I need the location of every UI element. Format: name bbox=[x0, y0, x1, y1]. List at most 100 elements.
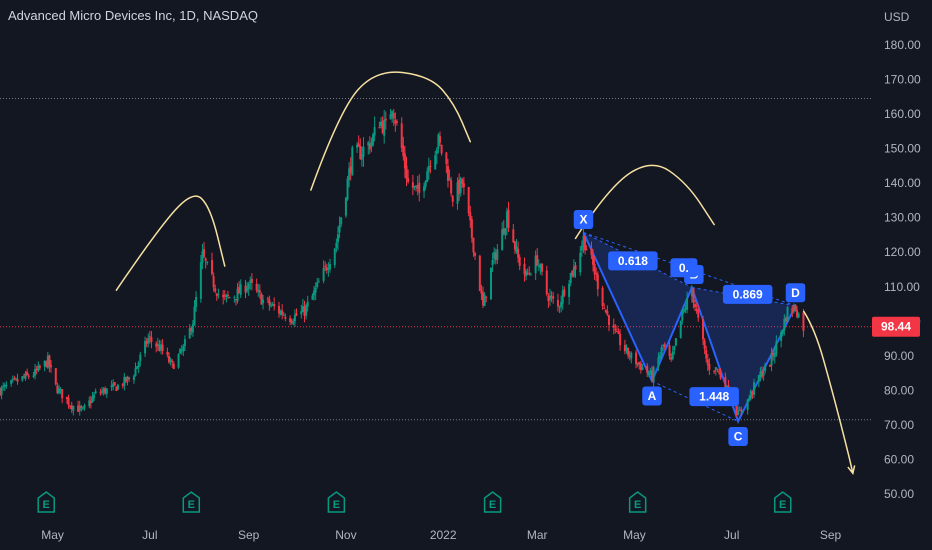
candle-body bbox=[362, 146, 365, 157]
candle-body bbox=[284, 316, 287, 319]
candle-body bbox=[124, 377, 127, 382]
earnings-marker[interactable] bbox=[628, 491, 647, 513]
candle-body bbox=[128, 377, 131, 379]
y-tick-label: 140.00 bbox=[884, 176, 921, 190]
candle-body bbox=[448, 178, 451, 181]
drawing-arc bbox=[574, 164, 715, 240]
candle-body bbox=[607, 315, 610, 325]
candle-body bbox=[271, 304, 274, 306]
candle-body bbox=[59, 389, 62, 391]
candle-body bbox=[513, 241, 516, 250]
earnings-marker[interactable] bbox=[182, 491, 201, 513]
candle-body bbox=[380, 121, 383, 126]
candle-body bbox=[617, 331, 620, 334]
candle-body bbox=[199, 262, 202, 299]
candle-body bbox=[494, 252, 497, 261]
candle-body bbox=[695, 308, 698, 311]
candle-body bbox=[534, 255, 537, 274]
chart-title: Advanced Micro Devices Inc, 1D, NASDAQ bbox=[8, 8, 258, 23]
candle-body bbox=[595, 272, 598, 275]
y-tick-label: 180.00 bbox=[884, 38, 921, 52]
candle-body bbox=[682, 308, 685, 312]
candle-body bbox=[518, 257, 521, 267]
candle-body bbox=[792, 305, 795, 312]
candle-body bbox=[148, 336, 151, 338]
candle-body bbox=[702, 319, 705, 340]
candle-body bbox=[193, 306, 196, 326]
candle-body bbox=[706, 359, 709, 366]
candle-body bbox=[647, 373, 650, 375]
candle-body bbox=[651, 370, 654, 381]
candle-body bbox=[327, 268, 330, 270]
candle-body bbox=[311, 295, 314, 300]
candle-body bbox=[348, 168, 351, 180]
candle-body bbox=[295, 313, 298, 316]
candle-body bbox=[569, 273, 572, 284]
candle-body bbox=[239, 284, 242, 295]
candle-body bbox=[21, 376, 24, 381]
candle-body bbox=[328, 263, 331, 270]
candle-body bbox=[340, 217, 343, 225]
candle-body bbox=[191, 324, 194, 333]
candle-body bbox=[636, 363, 639, 365]
candle-body bbox=[293, 314, 296, 322]
candle-body bbox=[204, 258, 207, 261]
candle-body bbox=[381, 121, 384, 133]
candle-body bbox=[373, 127, 376, 136]
candle-body bbox=[368, 143, 371, 150]
candle-body bbox=[247, 283, 250, 290]
candle-body bbox=[411, 182, 414, 188]
y-tick-label: 50.00 bbox=[884, 487, 914, 501]
candle-body bbox=[258, 290, 261, 293]
candle-body bbox=[415, 185, 418, 187]
candle-body bbox=[67, 397, 70, 406]
candle-body bbox=[313, 290, 316, 296]
candle-body bbox=[270, 305, 273, 307]
candle-body bbox=[405, 165, 408, 180]
candle-body bbox=[568, 283, 571, 297]
candle-body bbox=[625, 347, 628, 351]
y-tick-label: 90.00 bbox=[884, 349, 914, 363]
candle-body bbox=[257, 290, 260, 292]
candle-body bbox=[61, 389, 64, 399]
candle-body bbox=[217, 294, 220, 296]
candle-body bbox=[615, 331, 618, 333]
candle-body bbox=[262, 299, 265, 304]
candle-body bbox=[638, 362, 641, 365]
x-tick-label: Jul bbox=[142, 528, 157, 542]
candle-body bbox=[89, 400, 92, 404]
earnings-marker[interactable] bbox=[483, 491, 502, 513]
earnings-marker[interactable] bbox=[327, 491, 346, 513]
candle-body bbox=[740, 409, 743, 412]
candle-body bbox=[671, 351, 674, 359]
candle-body bbox=[539, 264, 542, 268]
y-tick-label: 80.00 bbox=[884, 383, 914, 397]
earnings-marker[interactable] bbox=[37, 491, 55, 513]
candle-body bbox=[357, 143, 360, 147]
candle-body bbox=[556, 300, 559, 307]
candle-body bbox=[69, 406, 72, 408]
candle-body bbox=[670, 357, 673, 360]
candle-body bbox=[394, 120, 397, 124]
candle-body bbox=[773, 352, 776, 358]
candle-body bbox=[660, 347, 663, 355]
candle-body bbox=[593, 263, 596, 275]
candle-body bbox=[123, 376, 126, 387]
candle-body bbox=[225, 294, 228, 298]
candle-body bbox=[413, 185, 416, 188]
y-tick-label: 110.00 bbox=[884, 280, 920, 294]
candle-body bbox=[132, 376, 135, 381]
candle-body bbox=[56, 386, 59, 393]
candle-body bbox=[99, 392, 102, 394]
candle-body bbox=[392, 113, 395, 119]
y-tick-label: 160.00 bbox=[884, 107, 921, 121]
earnings-marker-label: E bbox=[188, 499, 195, 511]
candle-body bbox=[472, 237, 475, 253]
candle-body bbox=[541, 263, 544, 272]
pattern-point-d-bg bbox=[785, 283, 806, 303]
candle-body bbox=[684, 308, 687, 310]
candle-body bbox=[234, 298, 237, 300]
candle-body bbox=[110, 385, 113, 388]
earnings-marker[interactable] bbox=[773, 491, 792, 513]
